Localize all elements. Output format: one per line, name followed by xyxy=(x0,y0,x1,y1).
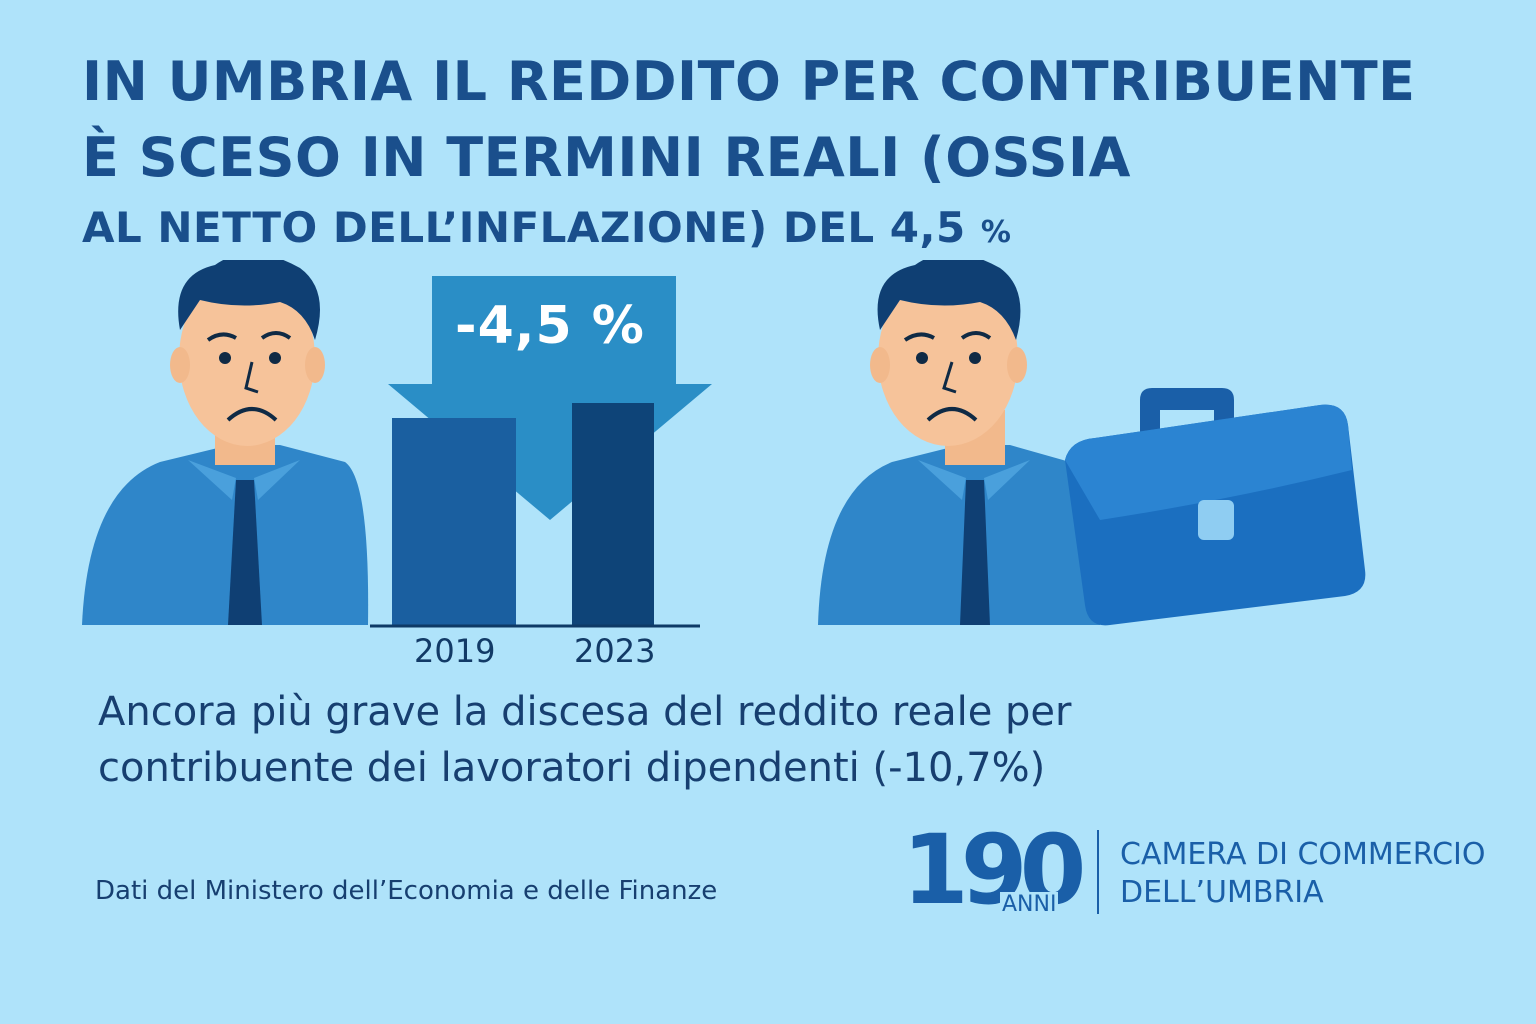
bar-2023 xyxy=(572,403,654,626)
headline-line-3: AL NETTO DELL’INFLAZIONE) DEL 4,5 % xyxy=(82,196,1502,265)
subtitle: Ancora più grave la discesa del reddito … xyxy=(98,684,1298,796)
headline-line-1: IN UMBRIA IL REDDITO PER CONTRIBUENTE xyxy=(82,50,1416,113)
illustration xyxy=(82,260,1366,628)
subtitle-line-1: Ancora più grave la discesa del reddito … xyxy=(98,689,1072,735)
sad-man-icon xyxy=(82,260,369,625)
chart-change-label: -4,5 % xyxy=(455,296,645,356)
headline-line-2: È SCESO IN TERMINI REALI (OSSIA xyxy=(82,126,1131,189)
logo-divider xyxy=(1097,830,1099,914)
source-note: Dati del Ministero dell’Economia e delle… xyxy=(95,876,718,906)
sad-man-icon xyxy=(818,260,1100,625)
bar-chart xyxy=(370,276,712,628)
logo-anni-label: ANNI xyxy=(1000,892,1059,917)
briefcase-icon xyxy=(1065,388,1366,626)
headline-percent-sign: % xyxy=(980,215,1012,250)
subtitle-line-2: contribuente dei lavoratori dipendenti (… xyxy=(98,745,1046,791)
organization-name-line-1: CAMERA DI COMMERCIO xyxy=(1120,837,1486,872)
organization-name-line-2: DELL’UMBRIA xyxy=(1120,875,1324,910)
headline: IN UMBRIA IL REDDITO PER CONTRIBUENTE È … xyxy=(82,44,1502,265)
organization-name: CAMERA DI COMMERCIO DELL’UMBRIA xyxy=(1120,836,1486,912)
chart-tick-2019: 2019 xyxy=(414,632,496,670)
headline-line-3-text: AL NETTO DELL’INFLAZIONE) DEL 4,5 xyxy=(82,203,966,252)
chart-tick-2023: 2023 xyxy=(574,632,656,670)
bar-2019 xyxy=(392,418,516,626)
arrow-shaft xyxy=(432,276,676,384)
